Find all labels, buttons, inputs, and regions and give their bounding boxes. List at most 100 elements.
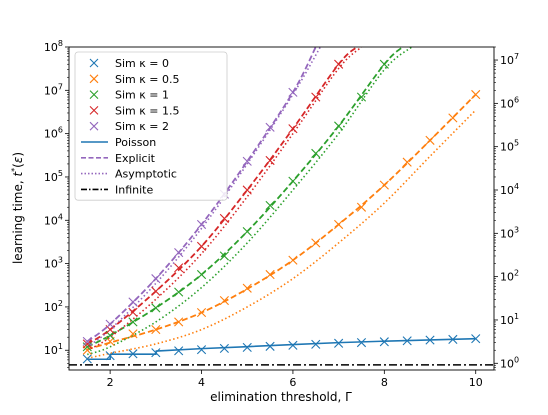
sim-point-kappa-0 (471, 334, 481, 344)
sim-point-kappa-0 (105, 351, 115, 361)
y2-tick-label: 106 (500, 95, 519, 110)
sim-point-kappa-1 (356, 92, 367, 102)
legend-item: Sim κ = 2 (89, 120, 169, 133)
sim-point-kappa-0 (402, 336, 412, 346)
sim-point-kappa-0 (379, 337, 389, 347)
sim-point-kappa-0 (448, 334, 458, 344)
sim-point-kappa-0 (334, 338, 344, 348)
legend-marker (89, 74, 99, 84)
sim-point-kappa-0-5 (265, 269, 275, 280)
sim-point-kappa-1 (311, 148, 321, 158)
sim-point-kappa-0-5 (196, 308, 207, 318)
sim-point-kappa-0-5 (288, 255, 298, 265)
y-tick-label: 101 (44, 342, 63, 357)
sim-point-kappa-0 (219, 343, 229, 354)
sim-point-kappa-1-5 (288, 124, 298, 134)
legend-item: Sim κ = 0 (89, 57, 169, 70)
legend-label: Poisson (115, 136, 156, 149)
sim-point-kappa-2 (288, 87, 298, 97)
legend-marker (89, 90, 99, 99)
sim-point-kappa-2 (196, 219, 207, 230)
x-tick-label: 8 (381, 376, 388, 389)
sim-point-kappa-0 (425, 335, 435, 345)
sim-point-kappa-2 (151, 274, 161, 284)
x-axis-label: elimination threshold, Γ (210, 390, 352, 404)
legend-label: Sim κ = 1.5 (115, 104, 179, 117)
sim-point-kappa-0 (82, 354, 92, 364)
legend-item: Sim κ = 1.5 (89, 104, 179, 117)
legend-item: Sim κ = 0.5 (89, 73, 179, 86)
plot-frame (68, 46, 495, 371)
legend-item: Explicit (81, 152, 156, 165)
sim-point-kappa-2 (82, 336, 92, 346)
legend-label: Asymptotic (115, 168, 177, 181)
sim-point-kappa-0-5 (379, 180, 389, 190)
sim-point-kappa-0 (174, 346, 184, 356)
sim-point-kappa-1-5 (174, 263, 184, 273)
sim-point-kappa-1 (288, 176, 298, 186)
sim-point-kappa-0 (151, 348, 161, 358)
sim-point-kappa-0-5 (402, 157, 412, 167)
x-tick-label: 4 (198, 376, 205, 389)
sim-point-kappa-1-5 (128, 307, 138, 317)
legend-marker (89, 121, 99, 131)
sim-point-kappa-1 (128, 317, 138, 327)
sim-point-kappa-1 (242, 226, 252, 237)
legend-label: Infinite (115, 183, 153, 196)
y-tick-label: 103 (44, 256, 63, 271)
sim-point-kappa-0 (356, 338, 367, 348)
sim-point-kappa-1 (265, 200, 275, 211)
sim-point-kappa-1-5 (82, 339, 92, 349)
y2-tick-label: 107 (500, 52, 519, 67)
sim-point-kappa-0-5 (151, 324, 161, 335)
x-tick-label: 6 (289, 376, 296, 389)
legend-label: Sim κ = 0 (115, 57, 169, 70)
legend-label: Explicit (115, 152, 156, 165)
sim-point-kappa-0-5 (334, 219, 344, 230)
legend-label: Sim κ = 0.5 (115, 73, 179, 86)
y2-tick-label: 105 (500, 139, 519, 154)
sim-point-kappa-0-5 (219, 296, 229, 306)
sim-point-kappa-0 (288, 340, 298, 350)
legend-item: Infinite (81, 183, 153, 196)
sim-point-kappa-0 (128, 349, 138, 359)
sim-point-kappa-1-5 (196, 241, 207, 251)
sim-point-kappa-0 (242, 342, 252, 353)
legend-item: Asymptotic (81, 168, 177, 181)
y2-tick-label: 103 (500, 225, 519, 240)
x-tick-label: 10 (469, 376, 483, 389)
sim-point-kappa-0-5 (425, 135, 435, 145)
sim-point-kappa-0-5 (128, 329, 138, 339)
y-tick-label: 102 (44, 299, 63, 314)
sim-point-kappa-2 (128, 297, 138, 307)
sim-point-kappa-0 (265, 341, 275, 351)
sim-point-kappa-0-5 (311, 238, 321, 248)
y2-tick-label: 102 (500, 269, 519, 284)
y-tick-label: 107 (44, 82, 63, 97)
y-tick-label: 108 (44, 39, 63, 54)
sim-point-kappa-1 (334, 121, 344, 131)
sim-point-kappa-2 (174, 247, 184, 258)
sim-point-kappa-0 (311, 339, 321, 349)
sim-point-kappa-1-5 (265, 155, 275, 166)
sim-point-kappa-0-5 (448, 113, 458, 123)
explicit-line-kappa-0-5 (87, 93, 477, 351)
y-tick-label: 104 (44, 212, 63, 227)
sim-point-kappa-1-5 (219, 213, 229, 224)
sim-point-kappa-1-5 (151, 286, 161, 296)
legend-label: Sim κ = 2 (115, 120, 169, 133)
sim-point-kappa-2 (105, 319, 115, 329)
y2-tick-label: 101 (500, 312, 519, 327)
legend-label: Sim κ = 1 (115, 89, 169, 102)
sim-point-kappa-1 (151, 303, 161, 313)
legend: Sim κ = 0 Sim κ = 0.5 Sim κ = 1 Sim κ = 1.5… (74, 51, 228, 201)
sim-point-kappa-0-5 (471, 89, 481, 100)
sim-point-kappa-1 (196, 269, 207, 280)
asymptotic-line-kappa-1 (87, 47, 413, 356)
legend-marker (89, 58, 99, 68)
sim-point-kappa-2 (242, 156, 252, 166)
legend-marker (89, 106, 99, 115)
sim-point-kappa-0-5 (242, 283, 252, 293)
